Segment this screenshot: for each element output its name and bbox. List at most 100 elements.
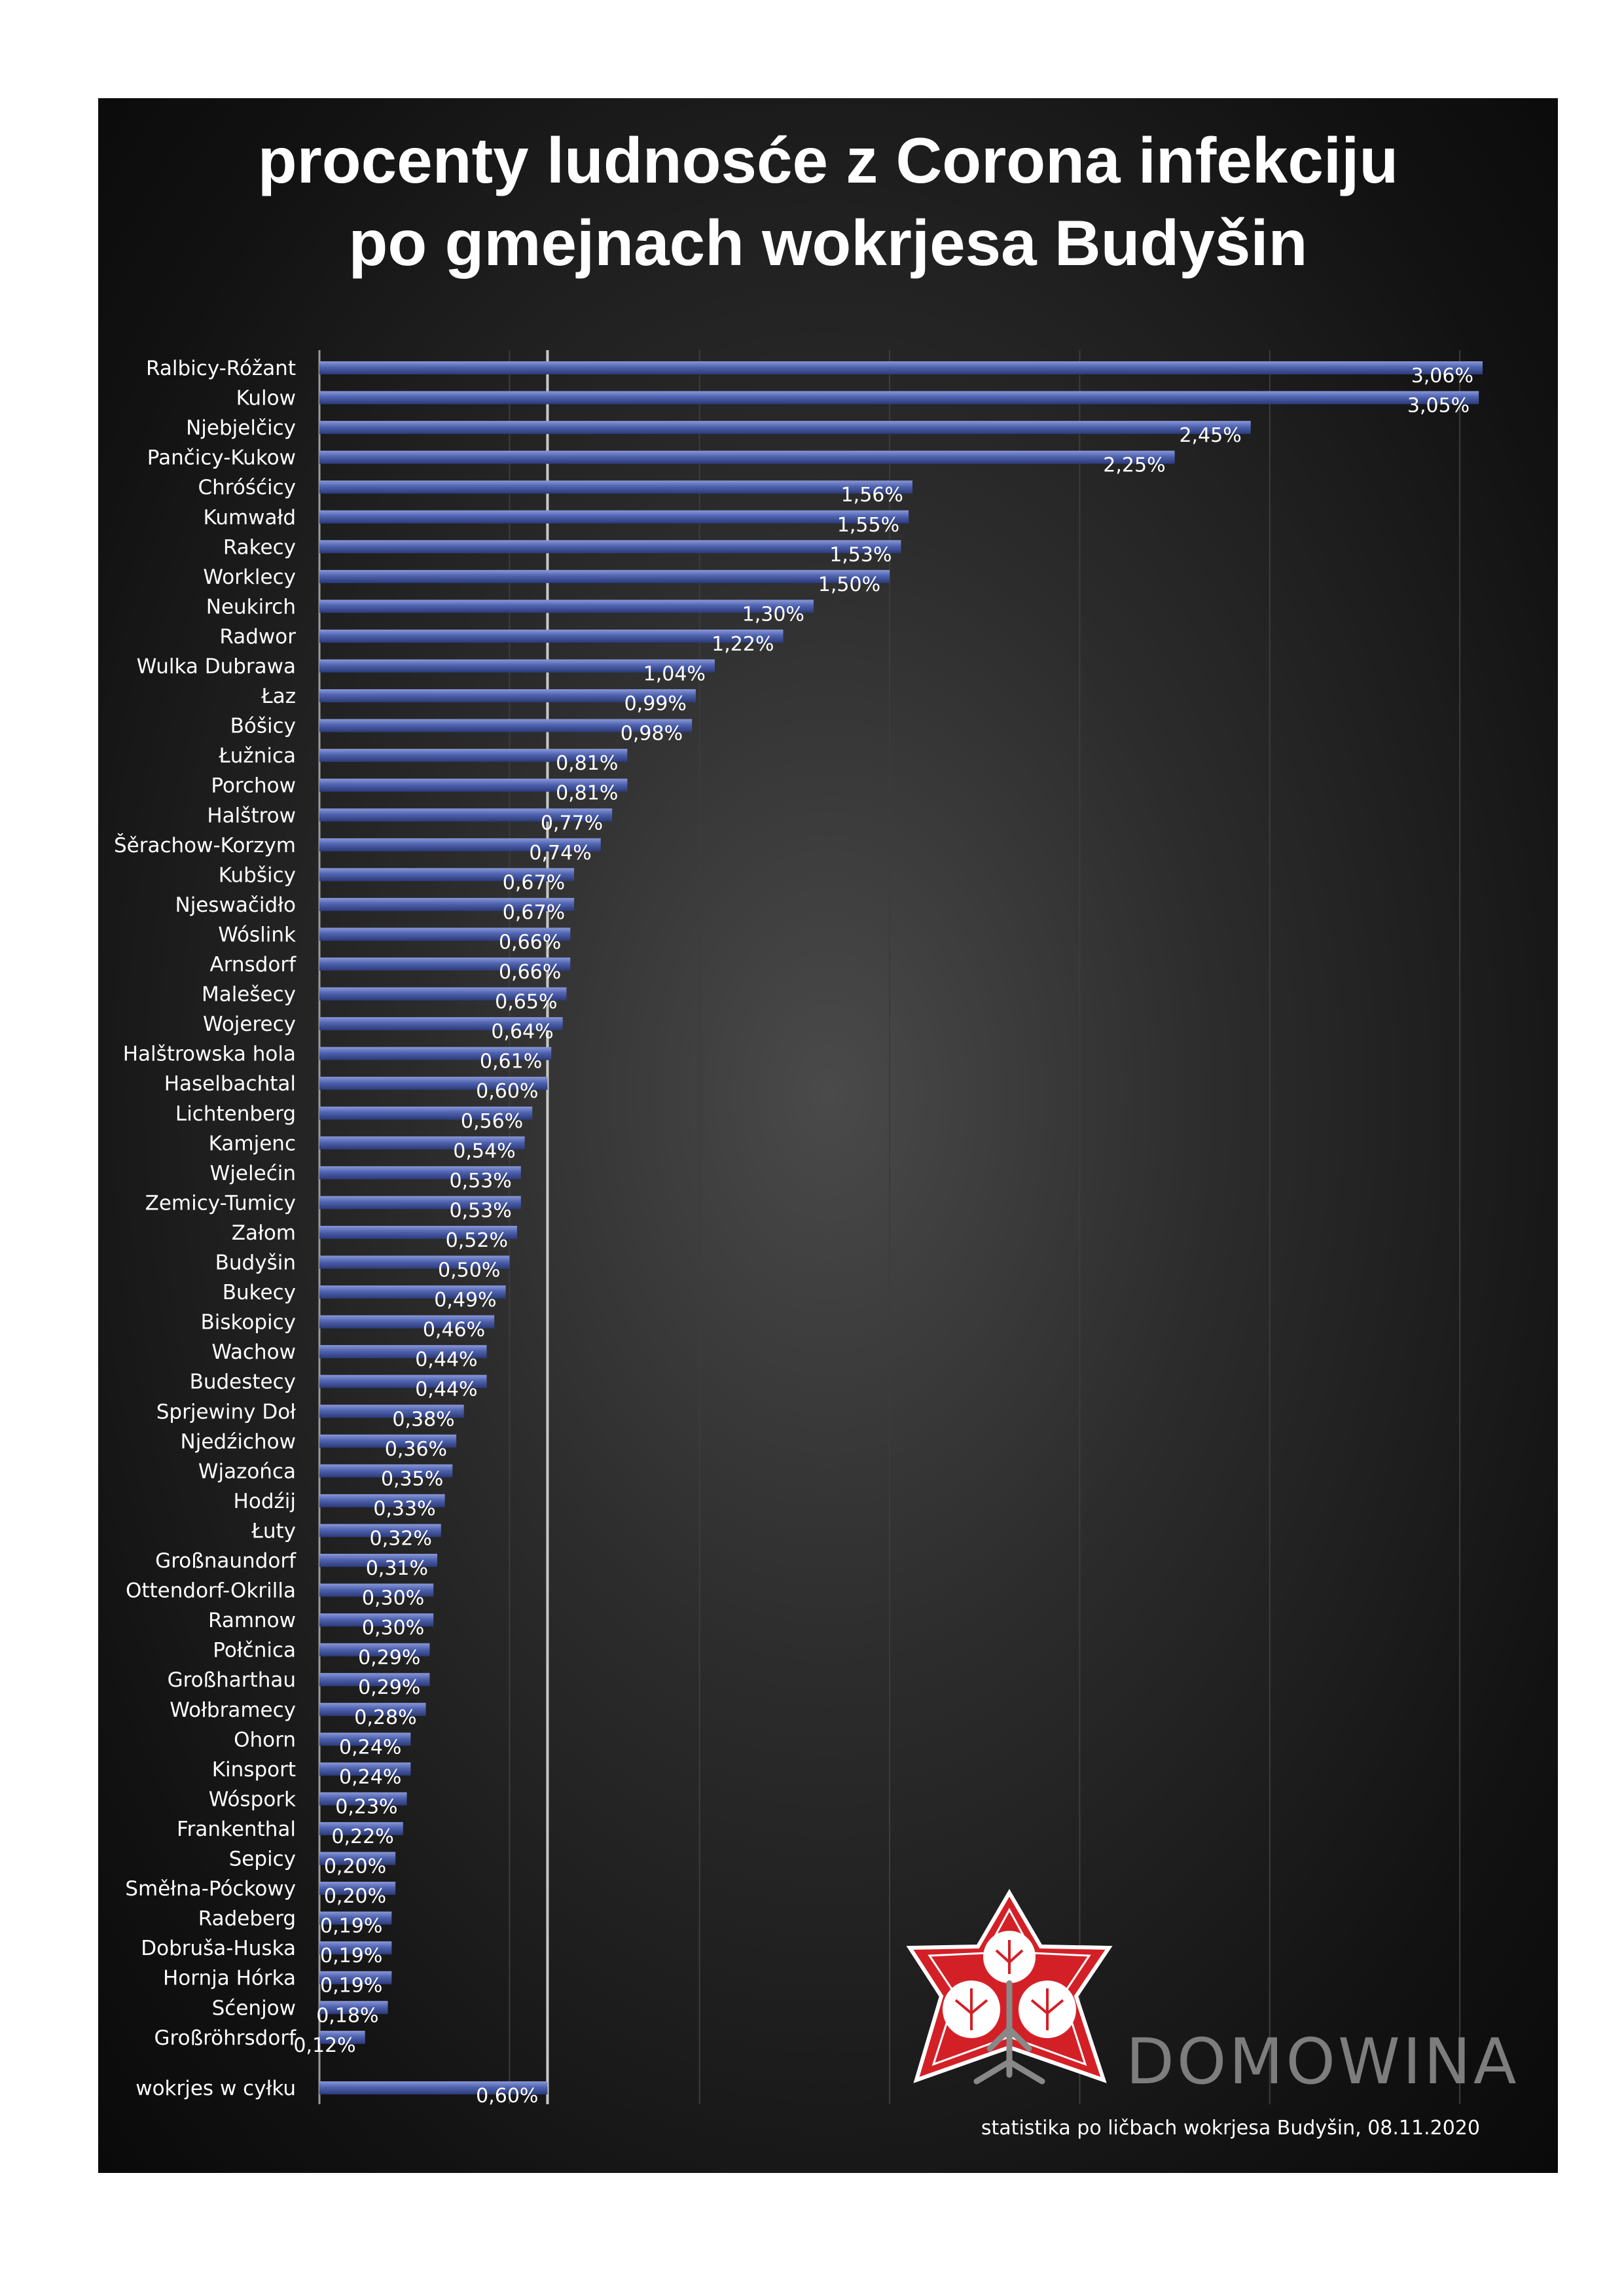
- category-label: Großröhrsdorf: [154, 2026, 297, 2050]
- category-label: Ohorn: [234, 1728, 296, 1751]
- value-label: 1,22%: [712, 633, 774, 656]
- value-label: 0,56%: [461, 1110, 523, 1133]
- value-label: 0,19%: [320, 1915, 382, 1938]
- category-label: Kamjenc: [209, 1132, 296, 1155]
- bar: [319, 1494, 445, 1507]
- bar: [319, 778, 628, 792]
- bars: [319, 361, 1483, 2094]
- category-label: Połčnica: [213, 1639, 296, 1662]
- category-label: wokrjes w cyłku: [135, 2077, 296, 2100]
- category-label: Wojerecy: [203, 1013, 296, 1036]
- category-label: Dobruša-Huska: [141, 1937, 296, 1960]
- bar: [319, 958, 571, 971]
- category-label: Großnaundorf: [155, 1549, 297, 1573]
- bar: [319, 480, 912, 494]
- bar: [319, 1047, 552, 1060]
- category-label: Großharthau: [168, 1668, 296, 1692]
- category-label: Arnsdorf: [209, 953, 297, 977]
- category-label: Ralbicy-Róžant: [146, 357, 296, 380]
- category-label: Biskopicy: [200, 1311, 296, 1335]
- category-label: Sepicy: [229, 1848, 296, 1871]
- category-label: Kumwałd: [204, 506, 296, 529]
- category-label: Pančicy-Kukow: [147, 446, 296, 470]
- bar: [319, 1821, 403, 1835]
- bar: [319, 927, 571, 941]
- bar: [319, 1136, 525, 1150]
- value-label: 3,05%: [1407, 395, 1470, 418]
- chart-title: procenty ludnosće z Corona infekciju po …: [98, 119, 1558, 284]
- category-label: Ramnow: [208, 1609, 296, 1632]
- value-label: 0,29%: [358, 1647, 420, 1670]
- bar: [319, 600, 814, 613]
- bar: [319, 1106, 533, 1120]
- bar: [319, 629, 784, 643]
- value-label: 0,66%: [499, 961, 561, 984]
- bar: [319, 1524, 441, 1537]
- value-label: 0,67%: [503, 901, 565, 924]
- value-label: 0,19%: [320, 1975, 382, 1998]
- category-label: Njedźichow: [181, 1430, 296, 1454]
- value-label: 0,28%: [354, 1706, 416, 1729]
- value-label: 0,67%: [503, 871, 565, 894]
- bar: [319, 689, 696, 703]
- bar: [319, 868, 575, 882]
- category-label: Hornja Hórka: [163, 1967, 296, 1990]
- category-label: Budyšin: [215, 1251, 296, 1275]
- bar: [319, 1345, 487, 1359]
- category-label: Zemicy-Tumicy: [145, 1191, 296, 1215]
- value-label: 0,30%: [362, 1587, 424, 1610]
- source-note: statistika po ličbach wokrjesa Budyšin, …: [981, 2117, 1480, 2140]
- value-label: 0,31%: [366, 1557, 428, 1580]
- category-label: Hodźij: [234, 1490, 296, 1513]
- category-label: Radeberg: [198, 1907, 296, 1931]
- value-label: 0,35%: [381, 1467, 443, 1490]
- category-label: Lichtenberg: [175, 1102, 296, 1126]
- bar: [319, 391, 1479, 404]
- value-label: 0,20%: [324, 1856, 386, 1878]
- bar: [319, 2001, 388, 2015]
- bar: [319, 1464, 453, 1478]
- value-label: 0,65%: [495, 991, 557, 1014]
- category-label: Bukecy: [223, 1281, 296, 1304]
- bar: [319, 2030, 365, 2044]
- value-label: 0,44%: [415, 1378, 477, 1401]
- bar: [319, 1434, 457, 1448]
- value-label: 0,24%: [339, 1736, 401, 1759]
- value-label: 1,55%: [837, 514, 899, 537]
- bar: [319, 450, 1175, 464]
- bar: [319, 1225, 517, 1239]
- bar: [319, 838, 601, 852]
- value-label: 0,52%: [446, 1229, 508, 1252]
- bar: [319, 1941, 392, 1955]
- bar: [319, 719, 693, 732]
- value-label: 0,30%: [362, 1617, 424, 1640]
- category-label: Halštrowska hola: [123, 1043, 296, 1066]
- bar: [319, 510, 909, 524]
- value-label: 0,22%: [331, 1825, 393, 1848]
- value-label: 0,44%: [415, 1348, 477, 1371]
- category-label: Kubšicy: [219, 863, 296, 887]
- bar: [319, 540, 901, 554]
- category-label: Njebjelčicy: [186, 416, 296, 440]
- bar: [319, 987, 567, 1001]
- bar: [319, 569, 890, 583]
- value-label: 0,53%: [449, 1170, 511, 1193]
- value-label: 0,60%: [476, 1080, 538, 1103]
- category-label: Łuty: [251, 1519, 296, 1543]
- bar: [319, 421, 1251, 435]
- bar: [319, 1673, 430, 1687]
- category-label: Wóslink: [218, 923, 296, 946]
- category-label: Bóšicy: [230, 715, 296, 738]
- bar: [319, 1166, 521, 1179]
- domowina-logo-icon: [906, 1889, 1113, 2085]
- category-label: Malešecy: [202, 983, 296, 1007]
- value-label: 0,99%: [624, 692, 687, 715]
- category-label: Halštrow: [207, 804, 296, 827]
- bar: [319, 361, 1483, 374]
- category-label: Haselbachtal: [164, 1072, 296, 1096]
- bar: [319, 1911, 392, 1925]
- value-label: 0,60%: [476, 2085, 538, 2108]
- category-label: Směłna-Póckowy: [125, 1877, 296, 1901]
- value-label: 0,38%: [392, 1408, 454, 1431]
